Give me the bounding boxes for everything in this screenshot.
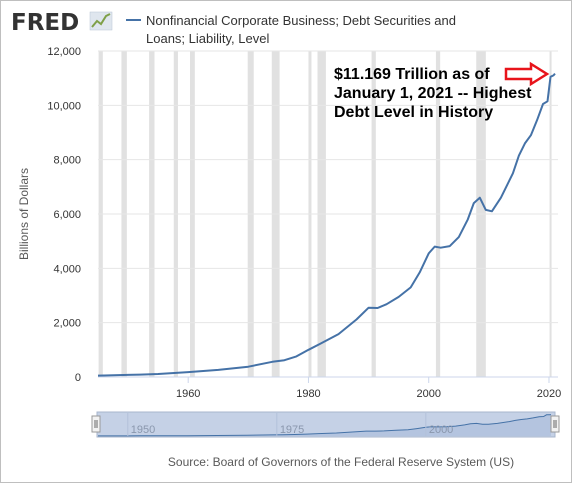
y-tick-label: 6,000	[53, 209, 81, 221]
legend-series-label-line1: Nonfinancial Corporate Business; Debt Se…	[146, 13, 456, 28]
range-navigator[interactable]: 1950 1975 2000	[91, 411, 560, 438]
x-tick-label: 2020	[537, 388, 561, 400]
y-tick-label: 4,000	[53, 263, 81, 275]
series-line	[97, 72, 556, 377]
series-layer	[97, 72, 556, 377]
annotation-arrow-icon	[504, 61, 550, 87]
x-tick-label: 1960	[176, 388, 200, 400]
y-axis-title: Billions of Dollars	[17, 168, 31, 260]
y-tick-label: 8,000	[53, 155, 81, 167]
navigator-tick-label: 1975	[280, 424, 304, 436]
fred-logo-graph-icon	[89, 11, 113, 31]
annotation: $11.169 Trillion as of January 1, 2021 -…	[334, 61, 550, 121]
fred-logo-text: FRED	[11, 10, 79, 36]
navigator-tick-label: 2000	[429, 424, 453, 436]
y-tick-label: 2,000	[53, 318, 81, 330]
gridlines	[98, 50, 558, 378]
fred-logo[interactable]: FRED	[11, 10, 113, 36]
y-tick-labels: 0 2,000 4,000 6,000 8,000 10,000 12,000	[47, 46, 81, 384]
x-tick-label: 2000	[416, 388, 440, 400]
navigator-tick-labels: 1950 1975 2000	[127, 413, 453, 436]
legend: Nonfinancial Corporate Business; Debt Se…	[126, 13, 456, 46]
y-tick-label: 10,000	[47, 100, 81, 112]
navigator-tick-label: 1950	[131, 424, 155, 436]
navigator-right-handle[interactable]	[550, 415, 560, 433]
x-tick-labels: 1960 1980 2000 2020	[176, 377, 561, 400]
y-tick-label: 12,000	[47, 46, 81, 58]
annotation-line3: Debt Level in History	[334, 104, 493, 121]
annotation-line2: January 1, 2021 -- Highest	[334, 85, 532, 102]
navigator-left-handle[interactable]	[91, 415, 101, 433]
y-tick-label: 0	[75, 372, 81, 384]
navigator-series-area	[98, 414, 551, 436]
x-tick-label: 1980	[296, 388, 320, 400]
source-note: Source: Board of Governors of the Federa…	[168, 455, 514, 469]
annotation-line1: $11.169 Trillion as of	[334, 66, 490, 83]
legend-series-label-line2: Loans; Liability, Level	[146, 31, 269, 46]
